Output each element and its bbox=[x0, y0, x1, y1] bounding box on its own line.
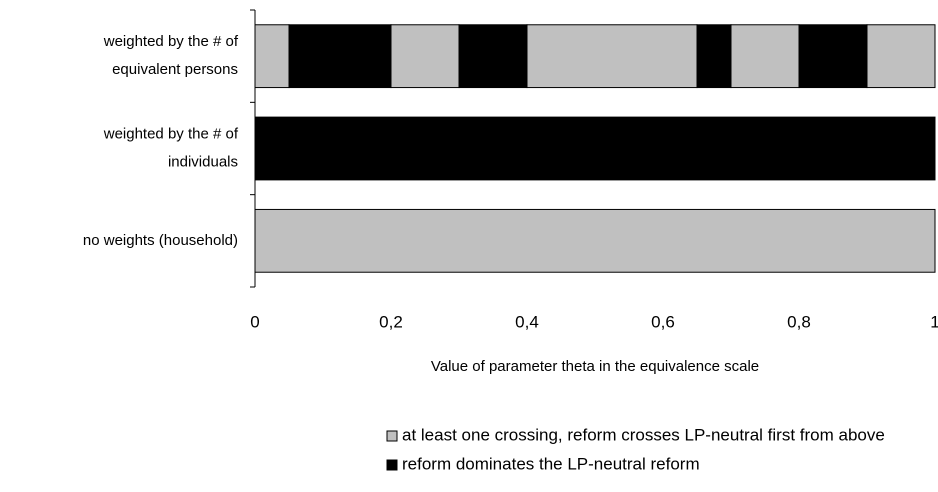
y-tick-label: equivalent persons bbox=[112, 61, 238, 78]
bar-segment bbox=[730, 24, 800, 89]
y-tick-label: individuals bbox=[168, 153, 238, 170]
bar-segment bbox=[254, 24, 290, 89]
bar-segment bbox=[696, 24, 732, 89]
bar-segment bbox=[390, 24, 460, 89]
legend-label: reform dominates the LP-neutral reform bbox=[402, 454, 700, 473]
legend-swatch bbox=[386, 459, 398, 471]
legend-label: at least one crossing, reform crosses LP… bbox=[402, 425, 885, 444]
bar-segment bbox=[526, 24, 698, 89]
x-axis-label: Value of parameter theta in the equivale… bbox=[431, 358, 759, 375]
bar-segment bbox=[458, 24, 528, 89]
legend-swatch bbox=[386, 430, 398, 442]
x-tick-label: 0,6 bbox=[651, 312, 675, 331]
x-tick-label: 0 bbox=[250, 312, 259, 331]
x-tick-label: 0,8 bbox=[787, 312, 811, 331]
bar-segment bbox=[254, 116, 936, 181]
x-tick-label: 1 bbox=[930, 312, 938, 331]
bar-segment bbox=[798, 24, 868, 89]
bar-segment bbox=[866, 24, 936, 89]
x-tick-label: 0,2 bbox=[379, 312, 403, 331]
x-tick-label: 0,4 bbox=[515, 312, 539, 331]
bar-segment bbox=[288, 24, 392, 89]
y-tick-label: weighted by the # of bbox=[103, 125, 239, 142]
bar-segment bbox=[254, 208, 936, 273]
y-tick-label: weighted by the # of bbox=[103, 33, 239, 50]
y-tick-label: no weights (household) bbox=[83, 232, 238, 249]
